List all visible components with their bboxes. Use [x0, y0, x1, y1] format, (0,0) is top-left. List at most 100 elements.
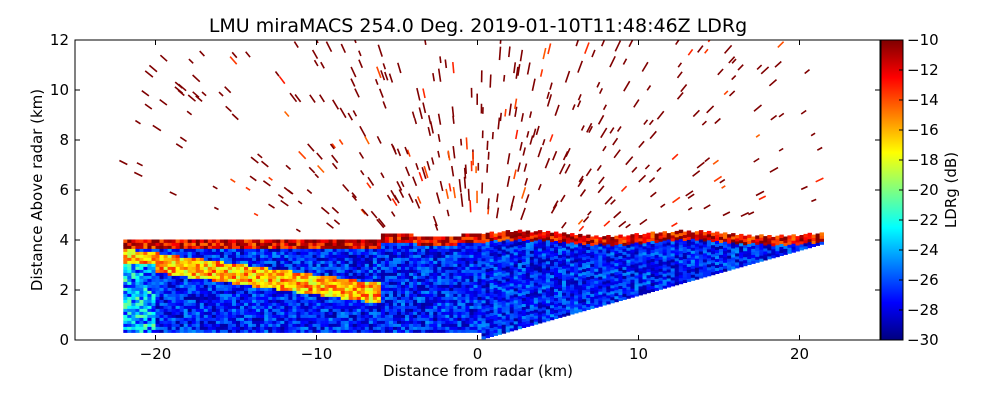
cloud-cell [288, 329, 293, 333]
cloud-cell [244, 323, 249, 327]
ice-streak [499, 40, 502, 44]
cloud-cell [211, 326, 217, 330]
cloud-cell [203, 320, 209, 324]
cloud-cell [143, 314, 148, 318]
cloud-cell [481, 257, 486, 262]
cloud-cell [437, 290, 442, 294]
cloud-cell [179, 269, 185, 273]
cloud-cell [513, 299, 519, 304]
cloud-cell [203, 287, 209, 291]
cloud-cell [594, 274, 599, 278]
cloud-cell [594, 289, 599, 293]
cloud-cell [558, 290, 563, 294]
cloud-cell [171, 287, 176, 291]
cloud-cell [304, 251, 309, 255]
cloud-cell [211, 278, 217, 282]
cloud-cell [127, 278, 132, 282]
cloud-cell [634, 269, 639, 273]
cloud-cell [759, 255, 764, 259]
cloud-cell [554, 285, 559, 289]
ice-streak [175, 143, 184, 149]
cloud-cell [409, 281, 414, 285]
cloud-cell [614, 271, 619, 276]
cloud-cell [654, 260, 659, 264]
cloud-cell [264, 272, 269, 276]
cloud-cell [485, 316, 490, 321]
cloud-cell [388, 266, 394, 270]
cloud-cell [151, 266, 156, 270]
cloud-cell [401, 275, 406, 279]
cloud-cell [537, 272, 543, 276]
cloud-cell [328, 260, 333, 264]
cloud-cell [276, 284, 281, 288]
cloud-cell [151, 251, 156, 255]
cloud-cell [606, 259, 611, 263]
ice-streak [508, 103, 512, 116]
cloud-cell [618, 243, 623, 247]
cloud-cell [272, 290, 277, 294]
cloud-cell [686, 236, 692, 240]
cloud-cell [425, 311, 430, 315]
cloud-cell [320, 287, 325, 291]
cloud-cell [602, 248, 607, 252]
cloud-cell [328, 242, 333, 246]
cloud-cell [638, 292, 643, 296]
cloud-cell [340, 266, 346, 270]
cloud-cell [622, 236, 627, 240]
ice-streak [602, 145, 607, 152]
cloud-cell [509, 235, 515, 239]
cloud-cell [151, 317, 156, 321]
cloud-cell [264, 323, 269, 327]
cloud-cell [529, 286, 535, 290]
ice-streak [648, 119, 654, 126]
cloud-cell [248, 281, 253, 285]
ice-streak [331, 143, 336, 149]
cloud-cell [276, 278, 281, 282]
cloud-cell [610, 287, 615, 292]
cloud-cell [300, 263, 305, 267]
cloud-cell [425, 236, 430, 240]
cloud-cell [598, 261, 603, 265]
cloud-cell [477, 284, 482, 288]
ice-streak [758, 195, 767, 201]
cloud-cell [706, 236, 712, 241]
ice-streak [326, 222, 334, 229]
cloud-cell [421, 251, 426, 255]
cloud-cell [562, 247, 567, 251]
cloud-cell [678, 268, 684, 273]
cloud-cell [308, 302, 313, 306]
cloud-cell [248, 314, 253, 318]
ice-streak [576, 100, 582, 108]
cloud-cell [171, 239, 176, 243]
cloud-cell [425, 245, 430, 249]
cloud-cell [393, 251, 398, 255]
cloud-cell [304, 242, 309, 246]
cloud-cell [401, 281, 406, 285]
ice-streak [331, 154, 339, 164]
ice-streak [613, 210, 622, 219]
cloud-cell [380, 275, 386, 279]
cloud-cell [223, 260, 229, 264]
cloud-cell [393, 248, 398, 252]
cloud-cell [288, 284, 293, 288]
cloud-cell [445, 266, 450, 270]
cloud-cell [405, 290, 410, 294]
ice-streak [529, 111, 533, 118]
cloud-cell [702, 268, 708, 272]
cloud-cell [642, 251, 647, 256]
cloud-cell [127, 296, 132, 300]
cloud-cell [159, 284, 164, 288]
cloud-cell [751, 257, 756, 261]
cloud-cell [163, 287, 168, 291]
cloud-cell [698, 269, 704, 273]
cloud-cell [509, 313, 515, 317]
cloud-cell [211, 296, 217, 300]
ice-streak [218, 91, 224, 97]
cloud-cell [368, 299, 374, 303]
cloud-cell [376, 251, 382, 255]
cloud-cell [497, 259, 502, 263]
cloud-cell [155, 311, 160, 315]
cloud-cell [445, 281, 450, 285]
cloud-cell [469, 263, 474, 267]
cloud-cell [183, 257, 189, 261]
